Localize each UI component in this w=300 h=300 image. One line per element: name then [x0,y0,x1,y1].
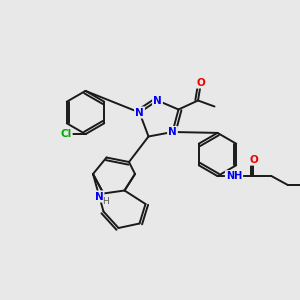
Text: NH: NH [226,171,242,181]
Text: N: N [153,95,162,106]
Text: N: N [168,127,177,137]
Text: N: N [135,107,144,118]
Text: O: O [249,154,258,165]
Text: N: N [94,191,103,202]
Text: O: O [196,77,206,88]
Text: H: H [103,197,109,206]
Text: Cl: Cl [60,129,72,139]
